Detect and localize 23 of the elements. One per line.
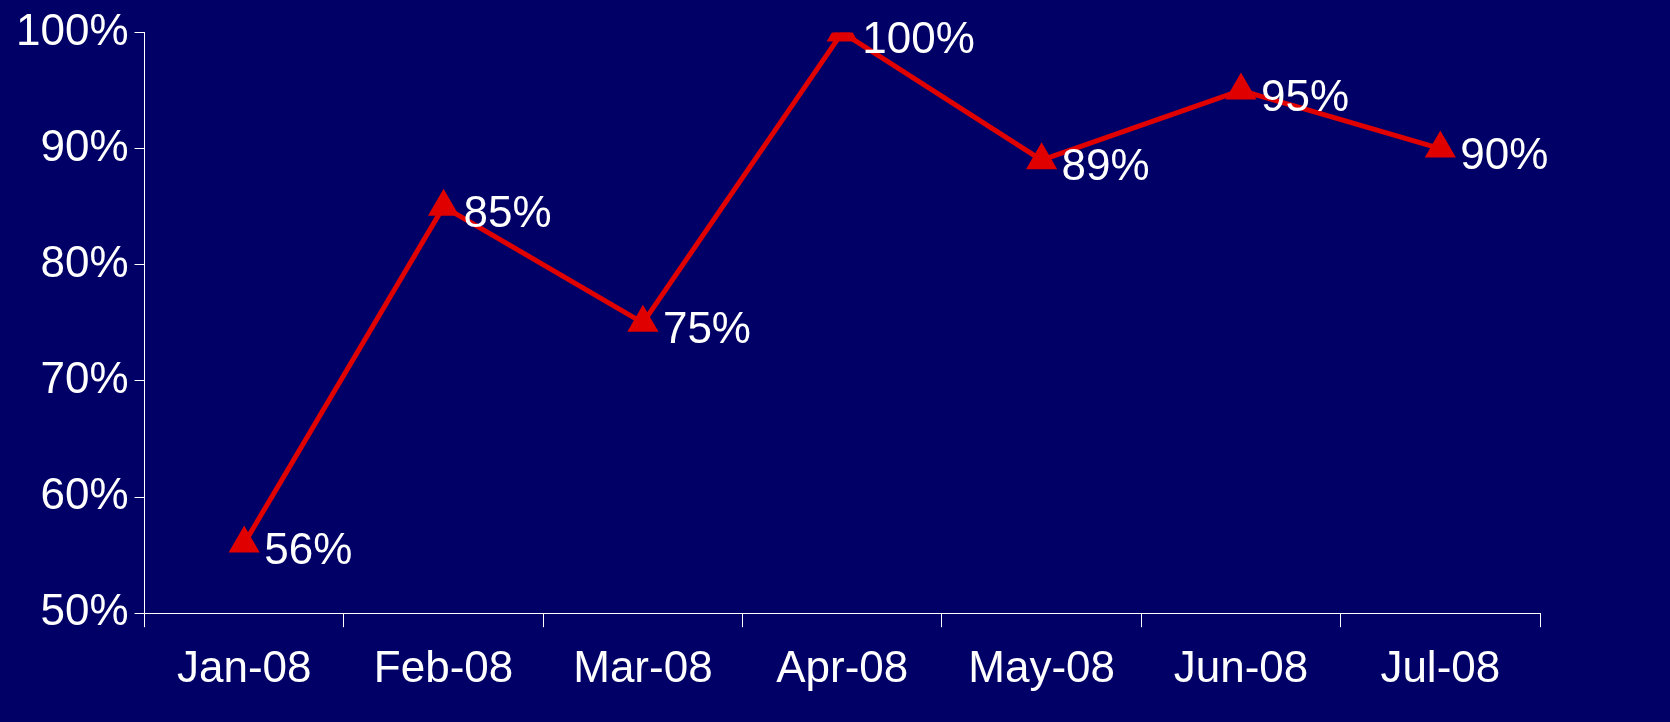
data-label: 85% [463,186,552,236]
x-tick-label: May-08 [968,641,1115,691]
x-tick-label: Apr-08 [776,641,909,691]
y-tick-label: 70% [40,353,129,403]
x-tick-label: Jul-08 [1380,641,1501,691]
data-label: 89% [1061,140,1150,190]
data-label: 95% [1260,70,1350,120]
point [1225,72,1257,100]
point [228,525,260,553]
x-tick-label: Jun-08 [1173,641,1309,691]
y-tick-label: 60% [40,469,129,519]
y-tick-label: 90% [40,120,129,170]
x-tick-label: Mar-08 [573,641,713,691]
data-label: 90% [1460,128,1549,178]
data-label: 75% [662,302,751,352]
point [1026,142,1058,170]
y-tick-label: 80% [40,236,129,286]
data-label: 100% [862,12,975,62]
x-tick-label: Jan-08 [176,641,312,691]
data-label: 56% [264,523,353,573]
y-tick-label: 50% [40,585,129,635]
x-tick-label: Feb-08 [373,641,514,691]
y-tick-label: 100% [15,4,129,54]
